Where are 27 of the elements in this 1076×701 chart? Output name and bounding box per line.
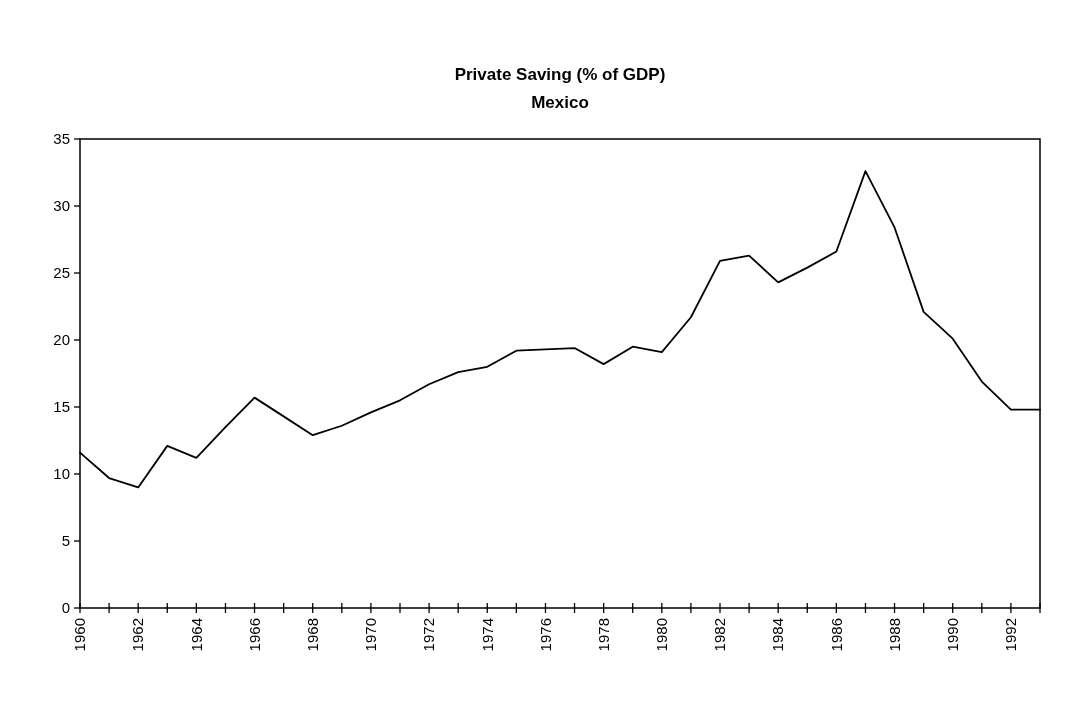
x-tick-label: 1982 <box>711 618 729 652</box>
y-tick-label: 10 <box>53 465 70 483</box>
y-tick-label: 30 <box>53 197 70 215</box>
x-tick-label: 1964 <box>187 618 205 652</box>
x-tick-label: 1988 <box>885 618 903 652</box>
x-tick-label: 1992 <box>1002 618 1020 652</box>
chart-subtitle: Mexico <box>531 93 589 112</box>
y-tick-label: 20 <box>53 331 70 349</box>
y-tick-label: 15 <box>53 398 70 416</box>
y-tick-label: 0 <box>61 599 70 617</box>
x-tick-label: 1990 <box>943 618 961 652</box>
x-tick-label: 1984 <box>769 618 787 652</box>
x-tick-label: 1974 <box>478 618 496 652</box>
x-tick-label: 1970 <box>362 618 380 652</box>
x-tick-label: 1976 <box>536 618 554 652</box>
x-tick-label: 1966 <box>245 618 263 652</box>
chart-title: Private Saving (% of GDP) <box>454 65 666 84</box>
x-tick-label: 1960 <box>71 618 89 652</box>
x-tick-label: 1980 <box>653 618 671 652</box>
x-tick-label: 1962 <box>129 618 147 652</box>
x-tick-label: 1972 <box>420 618 438 652</box>
x-tick-label: 1978 <box>594 618 612 652</box>
y-tick-label: 25 <box>53 264 70 282</box>
y-tick-label: 5 <box>61 532 70 550</box>
y-tick-label: 35 <box>53 130 70 148</box>
x-tick-label: 1968 <box>303 618 321 652</box>
x-tick-label: 1986 <box>827 618 845 652</box>
